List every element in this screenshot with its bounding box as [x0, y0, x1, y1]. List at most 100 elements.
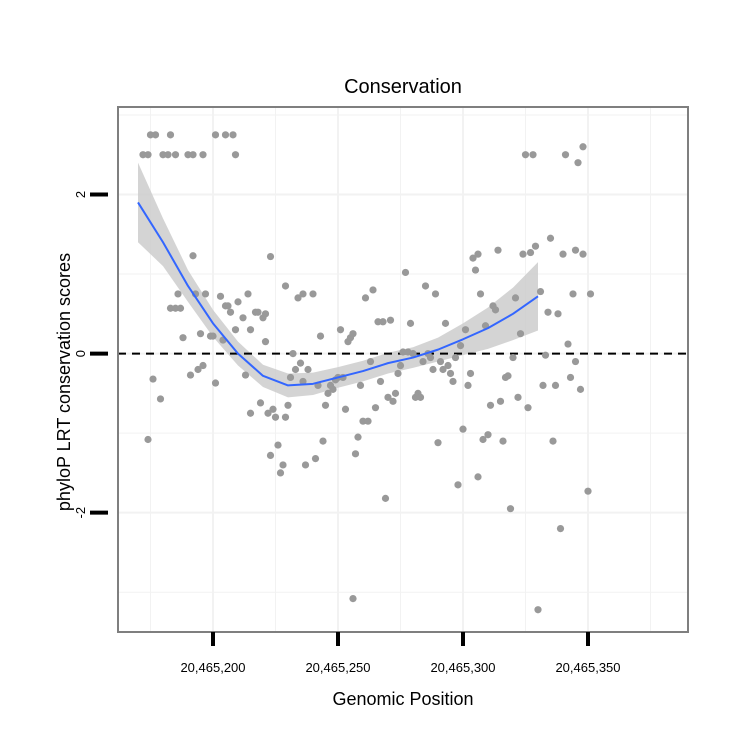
data-point — [444, 361, 452, 370]
data-point — [299, 377, 307, 386]
data-point — [246, 326, 255, 334]
data-point — [536, 287, 545, 296]
data-point — [586, 290, 595, 298]
data-point — [151, 131, 160, 139]
panel-border — [117, 106, 689, 633]
data-point — [231, 326, 240, 334]
data-point — [469, 254, 477, 262]
data-point — [324, 389, 332, 397]
data-point — [296, 359, 305, 367]
data-point — [149, 375, 157, 383]
smooth-line-layer — [137, 201, 539, 387]
confidence-ribbon-layer — [138, 162, 538, 398]
data-point — [484, 431, 492, 439]
data-point — [226, 308, 235, 316]
data-point — [461, 326, 470, 334]
data-point — [166, 304, 175, 312]
x-axis: 20,465,200 20,465,250 20,465,300 20,465,350 — [180, 632, 621, 675]
data-point — [429, 365, 437, 374]
scatter-points-layer — [139, 131, 595, 614]
data-point — [184, 151, 192, 159]
data-point — [246, 409, 255, 417]
data-point — [294, 294, 302, 302]
data-point — [279, 461, 287, 469]
data-point — [351, 450, 360, 458]
data-point — [221, 131, 230, 139]
data-point — [201, 290, 210, 298]
data-point — [316, 332, 325, 340]
data-point — [379, 318, 387, 326]
data-point — [301, 461, 310, 469]
data-point — [579, 250, 587, 258]
data-point — [546, 234, 555, 242]
data-point — [364, 417, 372, 425]
data-point — [384, 393, 392, 401]
data-point — [391, 389, 400, 397]
data-point — [144, 151, 152, 159]
data-point — [381, 494, 390, 502]
data-point — [199, 361, 207, 370]
data-point — [266, 451, 275, 460]
data-point — [241, 371, 250, 379]
data-point — [369, 286, 377, 294]
data-point — [164, 151, 172, 159]
data-point — [554, 310, 562, 318]
data-point — [271, 413, 280, 421]
data-point — [399, 348, 407, 356]
data-point — [144, 435, 152, 444]
data-point — [281, 282, 290, 290]
data-point — [336, 326, 345, 334]
data-point — [266, 252, 275, 261]
data-point — [549, 437, 557, 445]
data-point — [284, 401, 292, 409]
data-point — [531, 242, 540, 250]
data-point — [556, 524, 565, 533]
data-point — [349, 594, 357, 603]
data-point — [354, 433, 362, 441]
y-tick-label: 0 — [73, 350, 88, 357]
data-point — [524, 404, 532, 412]
data-point — [359, 417, 367, 425]
x-axis-label: Genomic Position — [332, 689, 473, 709]
data-point — [511, 294, 520, 302]
data-point — [416, 393, 425, 401]
data-point — [329, 385, 337, 393]
data-point — [474, 250, 482, 258]
data-point — [234, 298, 242, 306]
data-point — [281, 413, 290, 421]
data-point — [519, 250, 527, 258]
data-point — [521, 151, 530, 159]
x-tick-label: 20,465,300 — [430, 660, 495, 675]
smooth-line — [137, 201, 539, 387]
data-point — [209, 332, 217, 340]
data-point — [571, 246, 580, 254]
data-point — [451, 353, 460, 362]
data-point — [534, 606, 542, 614]
data-point — [454, 481, 462, 489]
data-point — [179, 334, 187, 342]
data-point — [584, 487, 592, 495]
data-point — [419, 357, 427, 366]
data-point — [166, 131, 175, 139]
data-point — [196, 330, 205, 338]
data-point — [471, 266, 480, 274]
data-point — [504, 372, 512, 380]
x-tick-label: 20,465,350 — [555, 660, 620, 675]
data-point — [374, 318, 382, 326]
data-point — [389, 397, 397, 405]
data-point — [231, 151, 240, 159]
data-point — [159, 151, 167, 159]
data-point — [146, 131, 155, 139]
data-point — [506, 505, 515, 513]
data-point — [261, 338, 270, 346]
data-point — [274, 441, 282, 449]
data-point — [421, 282, 430, 290]
data-point — [574, 159, 582, 167]
data-point — [514, 393, 522, 401]
data-point — [286, 373, 295, 382]
data-point — [456, 342, 465, 350]
data-point — [289, 349, 297, 358]
data-point — [499, 437, 507, 445]
data-point — [189, 151, 197, 159]
